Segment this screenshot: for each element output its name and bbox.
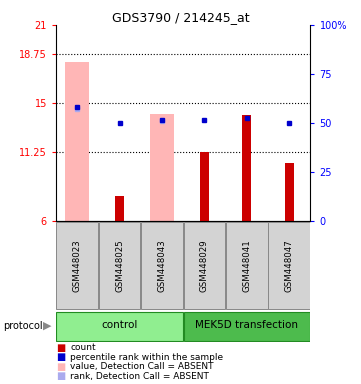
FancyBboxPatch shape bbox=[56, 311, 183, 341]
Text: control: control bbox=[101, 320, 138, 330]
Text: ■: ■ bbox=[56, 371, 65, 381]
Text: GSM448047: GSM448047 bbox=[285, 239, 294, 292]
Bar bbox=[242, 115, 252, 221]
Bar bbox=[200, 152, 209, 221]
Text: value, Detection Call = ABSENT: value, Detection Call = ABSENT bbox=[70, 362, 214, 371]
FancyBboxPatch shape bbox=[226, 222, 268, 310]
Text: GSM448023: GSM448023 bbox=[73, 239, 82, 292]
FancyBboxPatch shape bbox=[141, 222, 183, 310]
Text: GSM448041: GSM448041 bbox=[242, 239, 251, 292]
Text: GDS3790 / 214245_at: GDS3790 / 214245_at bbox=[112, 11, 249, 24]
Text: count: count bbox=[70, 343, 96, 352]
FancyBboxPatch shape bbox=[269, 222, 310, 310]
Text: GSM448043: GSM448043 bbox=[157, 239, 166, 292]
Bar bbox=[65, 61, 89, 221]
FancyBboxPatch shape bbox=[184, 222, 225, 310]
Text: ▶: ▶ bbox=[43, 321, 51, 331]
Text: GSM448025: GSM448025 bbox=[115, 239, 124, 292]
FancyBboxPatch shape bbox=[56, 222, 98, 310]
Text: rank, Detection Call = ABSENT: rank, Detection Call = ABSENT bbox=[70, 372, 209, 381]
Bar bbox=[150, 114, 174, 221]
Bar bbox=[284, 163, 294, 221]
Text: percentile rank within the sample: percentile rank within the sample bbox=[70, 353, 223, 362]
Text: ■: ■ bbox=[56, 362, 65, 372]
Text: ■: ■ bbox=[56, 352, 65, 362]
Text: MEK5D transfection: MEK5D transfection bbox=[195, 320, 298, 330]
FancyBboxPatch shape bbox=[99, 222, 140, 310]
Text: ■: ■ bbox=[56, 343, 65, 353]
Bar bbox=[115, 196, 124, 221]
FancyBboxPatch shape bbox=[184, 311, 310, 341]
Text: protocol: protocol bbox=[4, 321, 43, 331]
Text: GSM448029: GSM448029 bbox=[200, 239, 209, 292]
